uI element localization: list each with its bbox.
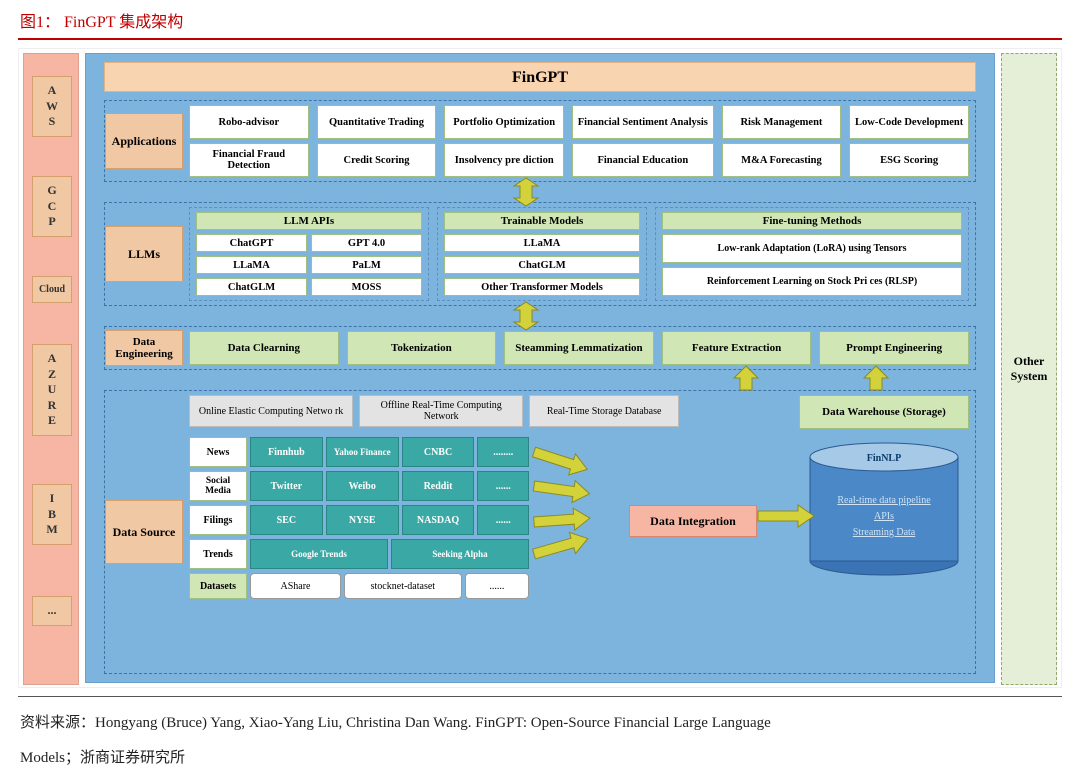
cloud-column: AWS GCP Cloud AZURE IBM ... [23,53,79,685]
credit-line2: Models；浙商证券研究所 [0,744,1080,778]
dataeng-region: Data Engineering Data Clearning Tokeniza… [104,326,976,370]
api-box: ChatGLM [196,278,307,296]
finetune-box: Low-rank Adaptation (LoRA) using Tensors [662,234,962,263]
trainable-box: LLaMA [444,234,640,252]
dataeng-inner: Data Clearning Tokenization Steamming Le… [189,331,969,365]
src-item: Weibo [326,471,399,501]
app-box: Financial Education [572,143,714,177]
src-item: Google Trends [250,539,388,569]
cloud-ibm: IBM [32,484,72,545]
svg-text:Real-time data pipeline: Real-time data pipeline [837,495,931,506]
src-item: Reddit [402,471,475,501]
compute-box: Real-Time Storage Database [529,395,679,427]
other-system-label: Other System [1002,354,1056,384]
cloud-cloud: Cloud [32,276,72,303]
src-cat: Filings [189,505,247,535]
api-box: PaLM [311,256,422,274]
finnlp-cylinder: FinNLP Real-time data pipeline APIs Stre… [803,439,965,579]
dataset-item: stocknet-dataset [344,573,462,599]
app-box: ESG Scoring [849,143,969,177]
dataeng-box: Tokenization [347,331,497,365]
api-box: ChatGPT [196,234,307,252]
datasource-label: Data Source [105,500,183,564]
src-cat: News [189,437,247,467]
finetune-sub: Fine-tuning Methods Low-rank Adaptation … [655,207,969,301]
dataeng-box: Feature Extraction [662,331,812,365]
app-box: Risk Management [722,105,842,139]
api-box: GPT 4.0 [311,234,422,252]
app-box: Robo-advisor [189,105,309,139]
app-box: Financial Fraud Detection [189,143,309,177]
llms-region: LLMs LLM APIs ChatGPT GPT 4.0 LLaMA PaLM… [104,202,976,306]
dataeng-box: Data Clearning [189,331,339,365]
svg-text:APIs: APIs [874,511,894,522]
svg-text:FinNLP: FinNLP [867,453,901,464]
api-box: LLaMA [196,256,307,274]
applications-inner: Robo-advisor Quantitative Trading Portfo… [189,105,969,177]
src-item: NASDAQ [402,505,475,535]
llms-inner: LLM APIs ChatGPT GPT 4.0 LLaMA PaLM Chat… [189,207,969,301]
llms-label: LLMs [105,226,183,282]
trainable-title: Trainable Models [444,212,640,230]
data-integration: Data Integration [629,505,757,537]
cloud-gcp: GCP [32,176,72,237]
dataeng-box: Steamming Lemmatization [504,331,654,365]
applications-label: Applications [105,113,183,169]
cloud-more: ... [32,596,72,626]
credit-line1: 资料来源：Hongyang (Bruce) Yang, Xiao-Yang Li… [0,703,1080,744]
app-box: Credit Scoring [317,143,437,177]
llm-apis-sub: LLM APIs ChatGPT GPT 4.0 LLaMA PaLM Chat… [189,207,429,301]
src-cat: Social Media [189,471,247,501]
compute-box: Offline Real-Time Computing Network [359,395,523,427]
finetune-box: Reinforcement Learning on Stock Pri ces … [662,267,962,296]
dataeng-label: Data Engineering [105,330,183,366]
src-item: SEC [250,505,323,535]
compute-box: Online Elastic Computing Netwo rk [189,395,353,427]
dataeng-box: Prompt Engineering [819,331,969,365]
app-box: Low-Code Development [849,105,969,139]
applications-region: Applications Robo-advisor Quantitative T… [104,100,976,182]
datasets-label: Datasets [189,573,247,599]
cloud-azure: AZURE [32,344,72,436]
data-warehouse: Data Warehouse (Storage) [799,395,969,429]
figure-caption: 图1： FinGPT 集成架构 [0,0,1080,38]
src-cat: Trends [189,539,247,569]
finetune-title: Fine-tuning Methods [662,212,962,230]
main-panel: FinGPT Applications Robo-advisor Quantit… [85,53,995,683]
app-box: Quantitative Trading [317,105,437,139]
app-box: Financial Sentiment Analysis [572,105,714,139]
llm-apis-title: LLM APIs [196,212,422,230]
app-box: Insolvency pre diction [444,143,564,177]
src-item: Seeking Alpha [391,539,529,569]
src-item: CNBC [402,437,475,467]
src-item: ........ [477,437,529,467]
trainable-box: ChatGLM [444,256,640,274]
other-system-column: Other System [1001,53,1057,685]
src-item: Finnhub [250,437,323,467]
src-item: ...... [477,471,529,501]
bottom-rule [18,696,1062,697]
svg-text:Streaming Data: Streaming Data [853,527,916,538]
src-item: ...... [477,505,529,535]
app-box: M&A Forecasting [722,143,842,177]
diagram-stage: AWS GCP Cloud AZURE IBM ... Other System… [18,48,1062,688]
trainable-sub: Trainable Models LLaMA ChatGLM Other Tra… [437,207,647,301]
app-box: Portfolio Optimization [444,105,564,139]
cloud-aws: AWS [32,76,72,137]
datasource-region: Data Source Online Elastic Computing Net… [104,390,976,674]
api-box: MOSS [311,278,422,296]
datasource-inner: Online Elastic Computing Netwo rk Offlin… [189,395,969,669]
dataset-item: ...... [465,573,529,599]
trainable-box: Other Transformer Models [444,278,640,296]
src-item: NYSE [326,505,399,535]
fingpt-title: FinGPT [104,62,976,92]
src-item: Twitter [250,471,323,501]
src-item: Yahoo Finance [326,437,399,467]
caption-rule [18,38,1062,40]
dataset-item: AShare [250,573,341,599]
